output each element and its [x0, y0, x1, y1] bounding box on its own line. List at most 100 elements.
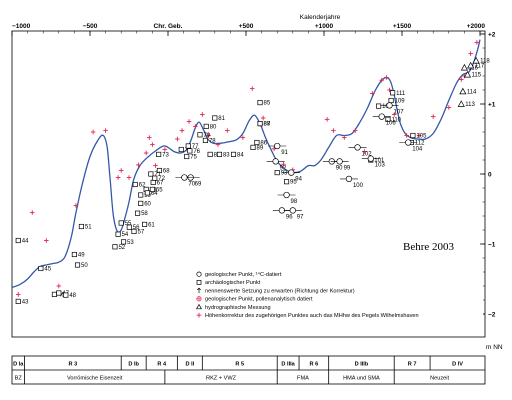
point-label: 105 — [416, 134, 427, 140]
period-zone-row1: R 4 — [157, 361, 167, 367]
point-label: 94 — [295, 177, 302, 183]
point-label: 43 — [22, 299, 29, 305]
legend-entry-label: Höhenkorrektur des zugehörigen Punktes a… — [205, 313, 419, 319]
archaeological-point — [390, 90, 396, 96]
period-zone-row1: R 3 — [68, 361, 77, 367]
legend-arrow-symbol — [197, 287, 201, 293]
point-label: 62 — [139, 183, 146, 189]
x-tick-label: +1500 — [393, 23, 412, 30]
point-label: 71 — [154, 172, 161, 178]
archaeological-point — [156, 167, 162, 174]
correction-cross — [458, 77, 464, 82]
correction-cross — [387, 87, 392, 93]
sea-level-curve — [11, 39, 481, 289]
correction-cross — [118, 168, 124, 173]
correction-cross — [15, 292, 21, 297]
point-label: 72 — [158, 176, 165, 182]
correction-cross — [416, 133, 422, 138]
correction-cross — [44, 238, 49, 243]
point-label: 55 — [125, 221, 132, 227]
geological-point — [288, 169, 295, 176]
point-label: 96 — [286, 214, 293, 220]
archaeological-point — [284, 179, 290, 185]
point-label: 49 — [78, 253, 85, 259]
archaeological-point — [388, 97, 394, 104]
point-label: 56 — [133, 225, 140, 231]
geological-point — [367, 155, 374, 162]
correction-cross — [384, 75, 389, 80]
archaeological-point — [178, 146, 184, 153]
point-label: 102 — [362, 151, 373, 157]
correction-cross — [224, 128, 230, 133]
point-label: 88 — [264, 122, 271, 128]
legend-circle-plus-cross — [196, 296, 202, 301]
archaeological-point — [216, 151, 223, 157]
data-points-layer: 4344454647484950515253545556575859606162… — [15, 40, 490, 305]
archaeological-point — [197, 132, 203, 138]
archaeological-point — [202, 137, 208, 143]
y-tick-label: +2 — [488, 31, 496, 38]
point-label: 58 — [141, 211, 148, 217]
plot-frame — [11, 30, 486, 338]
point-label: 103 — [375, 163, 386, 169]
correction-cross — [143, 150, 149, 156]
legend-entry-label: geologischer Punkt, ¹⁴C-datiert — [205, 271, 282, 278]
legend-entry-label: archäologischer Punkt — [205, 280, 261, 286]
correction-cross — [260, 115, 266, 121]
archaeological-point — [250, 144, 256, 150]
x-axis-title: Kalenderjahre — [300, 14, 341, 21]
geological-point — [181, 174, 188, 181]
point-label: 75 — [190, 155, 197, 161]
sea-level-curve-layer — [11, 39, 481, 289]
correction-cross — [136, 162, 141, 168]
correction-cross — [126, 175, 132, 180]
correction-cross — [193, 124, 198, 129]
legend-background — [193, 270, 483, 322]
archaeological-point — [15, 237, 21, 244]
correction-cross — [271, 146, 277, 152]
point-label: 48 — [69, 293, 76, 299]
point-label: 87 — [264, 122, 271, 128]
x-tick-label: −1000 — [12, 23, 31, 30]
geological-point — [272, 158, 279, 165]
correction-cross — [179, 128, 185, 133]
legend-entry-label: geologischer Punkt, pollenanalytisch dat… — [205, 297, 313, 303]
archaeological-point — [142, 221, 148, 227]
period-zone-row1: D II — [185, 361, 194, 367]
point-label: 85 — [264, 101, 271, 107]
correction-cross — [200, 112, 205, 117]
hydrographic-point — [459, 87, 467, 95]
point-label: 107 — [394, 109, 405, 115]
point-label: 110 — [391, 117, 401, 123]
correction-cross — [352, 128, 358, 133]
point-label: 61 — [148, 222, 155, 228]
point-label: 50 — [81, 263, 88, 269]
point-label: 99 — [344, 165, 351, 171]
point-label: 98 — [291, 199, 298, 205]
x-tick-label: +2000 — [467, 23, 486, 30]
archaeological-point — [212, 115, 218, 121]
archaeological-point — [131, 228, 137, 234]
correction-cross — [324, 117, 330, 122]
archaeological-point — [187, 148, 193, 154]
x-axis: −1000 −500 Chr. Geb. +500 +1000 +1500 +2000 — [11, 23, 486, 36]
geological-point — [378, 113, 385, 120]
archaeological-point — [63, 292, 69, 298]
y-tick-label: +1 — [488, 101, 496, 108]
correction-cross — [146, 135, 152, 140]
period-zone-row1: R 5 — [235, 361, 244, 367]
point-label: 84 — [237, 152, 244, 158]
correction-cross — [341, 135, 347, 140]
archaeological-point — [15, 298, 21, 304]
archaeological-point — [150, 179, 156, 185]
archaeological-point — [385, 116, 391, 122]
archaeological-point — [148, 171, 154, 177]
y-tick-label: −2 — [488, 311, 496, 318]
correction-cross — [474, 40, 480, 45]
point-label: 77 — [192, 144, 199, 150]
geological-point — [289, 207, 296, 214]
period-zone-row1: D Ia — [13, 361, 24, 367]
archaeological-point — [132, 181, 138, 188]
point-label: 79 — [203, 133, 210, 139]
